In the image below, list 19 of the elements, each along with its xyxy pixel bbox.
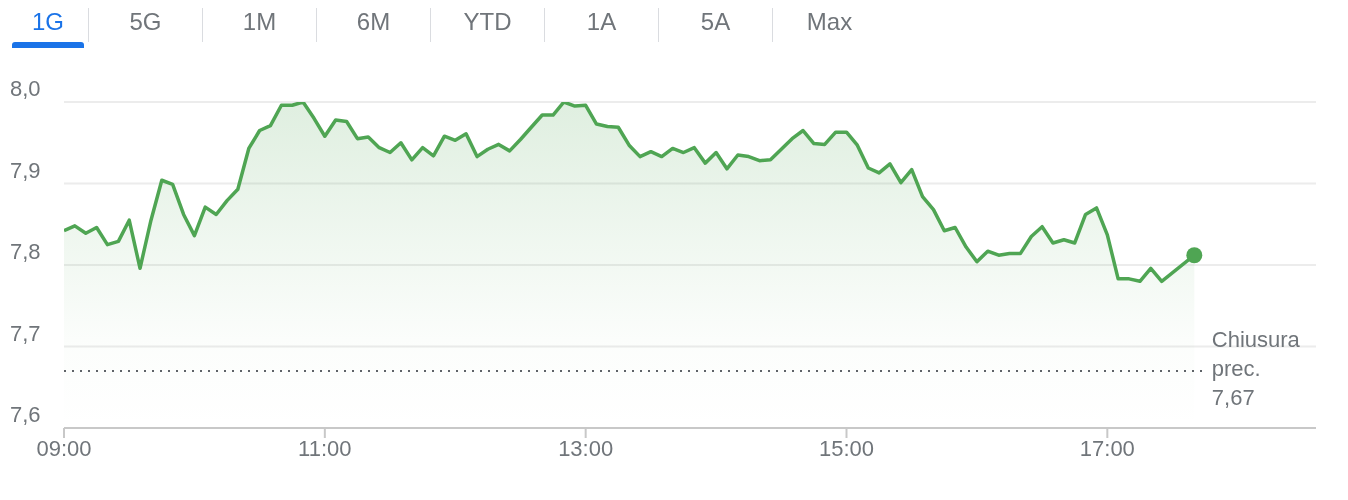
text: 5A bbox=[700, 8, 731, 36]
text: Max bbox=[806, 8, 853, 36]
text: 5G bbox=[129, 8, 162, 36]
y-tick-label: 7,6 bbox=[10, 402, 41, 427]
x-tick-label: 15:00 bbox=[818, 435, 875, 461]
y-tick-label: 8,0 bbox=[10, 76, 41, 101]
text: YTD bbox=[463, 8, 512, 36]
text: 6M bbox=[356, 8, 391, 36]
x-tick-label: 09:00 bbox=[36, 435, 92, 461]
text: 1A bbox=[586, 8, 617, 36]
x-tick-label: 11:00 bbox=[298, 435, 352, 461]
text: 1M bbox=[242, 8, 277, 36]
ref-line-label: Chiusura prec. 7,67 bbox=[1211, 326, 1301, 410]
y-tick-label: 7,8 bbox=[10, 239, 41, 264]
y-tick-label: 7,7 bbox=[10, 320, 41, 346]
y-tick-label: 7,9 bbox=[10, 157, 41, 183]
x-tick-label: 13:00 bbox=[558, 435, 614, 461]
x-tick-label: 17:00 bbox=[1079, 435, 1135, 461]
text: 1G bbox=[31, 8, 64, 36]
